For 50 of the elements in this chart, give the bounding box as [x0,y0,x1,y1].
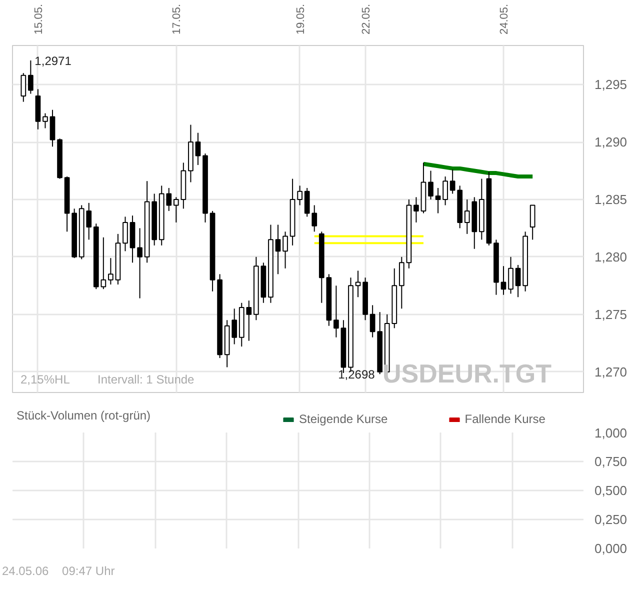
line-series [421,162,535,178]
candlestick [42,112,48,129]
y-tick-label: 0,250 [594,512,628,527]
y-tick-label: 1,295 [594,77,628,92]
annotation: 1,2971 [34,54,72,68]
y-tick-label: 1,285 [594,192,628,207]
y-tick-label: 1,290 [594,134,628,150]
x-tick-label: 22.05. [360,4,372,34]
y-tick-label: 1,280 [594,249,628,264]
chart-title: Stück-Volumen (rot-grün) [16,408,151,422]
text: 24.05.06 09:47 Uhr [2,563,115,580]
candlestick [500,266,506,296]
annotation: USDEUR.TGT [382,358,552,388]
candlestick [370,304,376,338]
candlestick [20,72,26,102]
candlestick [442,176,448,206]
x-tick-label: 19.05. [294,4,307,34]
annotation: 2,15%HL [20,372,70,386]
x-tick-label: 24.05. [498,4,510,34]
x-tick-label: 15.05. [32,4,45,34]
legend-label: Steigende Kurse [299,412,388,426]
candlestick [137,228,142,299]
candlestick [334,285,339,338]
y-tick-label: 0,500 [594,483,628,498]
candlestick [282,231,288,269]
candlestick [414,196,419,223]
candlestick [28,60,34,94]
candlestick [108,258,114,285]
candlestick [122,216,128,252]
annotation: Intervall: 1 Stunde [98,372,195,386]
candlestick [50,109,56,148]
y-tick-label: 1,275 [594,306,628,322]
y-tick-label: 0,000 [594,541,628,556]
candlestick [275,224,281,275]
candlestick [508,256,514,294]
annotation: 1,2698 [338,368,376,382]
y-tick-label: 1,000 [594,426,628,440]
y-tick-label: 1,270 [594,364,628,380]
candlestick [398,256,404,310]
candlestick [195,132,201,166]
x-tick-label: 17.05. [171,4,184,34]
candlestick [428,170,434,200]
y-tick-label: 0,750 [594,454,628,469]
candlestick [297,185,302,206]
candlestick [530,204,536,240]
candlestick [435,187,441,214]
candlestick [355,270,361,298]
candlestick [515,264,521,298]
legend-label: Fallende Kurse [464,412,546,426]
candlestick [173,196,179,223]
